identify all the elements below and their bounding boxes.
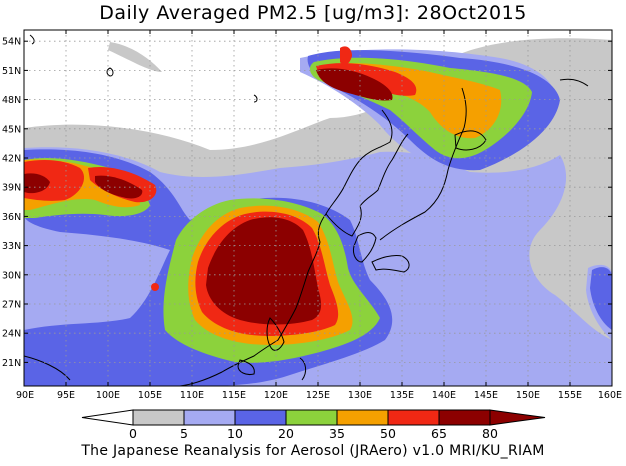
lon-label: 115E xyxy=(222,390,246,401)
lat-label: 39N xyxy=(2,183,21,194)
colorbar-label: 5 xyxy=(180,426,188,441)
lat-label: 21N xyxy=(2,358,21,369)
colorbar-label: 80 xyxy=(482,426,498,441)
colorbar-swatch xyxy=(132,409,185,426)
lat-label: 42N xyxy=(2,154,21,165)
graticule xyxy=(24,30,612,386)
latitude-axis: 54N 51N 48N 45N 42N 39N 36N 33N 30N 27N 24N 21N xyxy=(2,37,612,369)
lon-label: 135E xyxy=(390,390,414,401)
colorbar-label: 20 xyxy=(278,426,294,441)
lat-label: 24N xyxy=(2,329,21,340)
colorbar-swatch xyxy=(234,409,287,426)
lon-label: 140E xyxy=(432,390,456,401)
pm-level-80 xyxy=(24,68,393,325)
colorbar-label: 10 xyxy=(227,426,243,441)
colorbar: 0 5 10 20 35 50 65 80 xyxy=(81,409,546,441)
lon-label: 95E xyxy=(57,390,75,401)
lat-label: 54N xyxy=(2,37,21,48)
map-title: Daily Averaged PM2.5 [ug/m3]: 28Oct2015 xyxy=(99,2,527,24)
colorbar-swatch xyxy=(336,409,389,426)
lon-label: 145E xyxy=(474,390,498,401)
concentration-field xyxy=(24,30,612,386)
colorbar-label: 50 xyxy=(380,426,396,441)
lon-label: 150E xyxy=(516,390,540,401)
colorbar-label: 35 xyxy=(329,426,345,441)
lon-label: 130E xyxy=(348,390,372,401)
lat-label: 45N xyxy=(2,124,21,135)
lon-label: 105E xyxy=(138,390,162,401)
colorbar-right-arrow xyxy=(489,409,546,426)
lat-label: 51N xyxy=(2,66,21,77)
lat-label: 30N xyxy=(2,270,21,281)
longitude-axis: 90E 95E 100E 105E 110E 115E 120E 125E 130E 135E 14… xyxy=(16,30,622,401)
lat-label: 48N xyxy=(2,95,21,106)
colorbar-swatch xyxy=(285,409,338,426)
footer-credit: The Japanese Reanalysis for Aerosol (JRA… xyxy=(81,443,545,459)
colorbar-swatch xyxy=(387,409,440,426)
colorbar-left-arrow xyxy=(81,409,134,426)
coastlines xyxy=(24,34,589,386)
lon-label: 120E xyxy=(264,390,288,401)
colorbar-swatch xyxy=(183,409,236,426)
lat-label: 27N xyxy=(2,300,21,311)
lon-label: 100E xyxy=(96,390,120,401)
lon-label: 155E xyxy=(558,390,582,401)
lon-label: 125E xyxy=(306,390,330,401)
lon-label: 90E xyxy=(16,390,34,401)
lon-label: 160E xyxy=(598,390,622,401)
colorbar-swatch xyxy=(438,409,491,426)
colorbar-label: 0 xyxy=(129,426,137,441)
colorbar-label: 65 xyxy=(431,426,447,441)
lat-label: 33N xyxy=(2,241,21,252)
lat-label: 36N xyxy=(2,212,21,223)
lon-label: 110E xyxy=(180,390,204,401)
